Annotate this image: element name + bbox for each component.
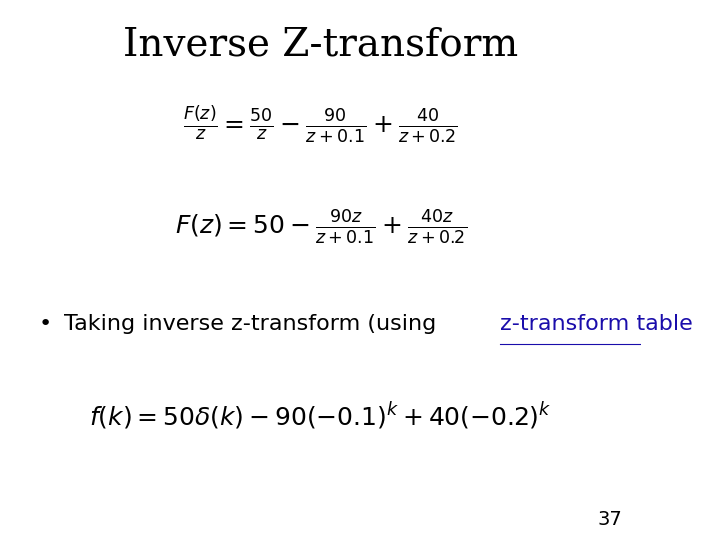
Text: $f(k) = 50\delta(k) - 90(-0.1)^k + 40(-0.2)^k$: $f(k) = 50\delta(k) - 90(-0.1)^k + 40(-0… (89, 400, 552, 431)
Text: $\frac{F(z)}{z} = \frac{50}{z} - \frac{90}{z + 0.1} + \frac{40}{z + 0.2}$: $\frac{F(z)}{z} = \frac{50}{z} - \frac{9… (184, 103, 458, 145)
Text: $F(z) = 50 - \frac{90z}{z + 0.1} + \frac{40z}{z + 0.2}$: $F(z) = 50 - \frac{90z}{z + 0.1} + \frac… (175, 208, 467, 246)
Text: 37: 37 (598, 510, 622, 529)
Text: •: • (38, 314, 52, 334)
Text: z-transform table: z-transform table (500, 314, 693, 334)
Text: Inverse Z-transform: Inverse Z-transform (123, 27, 518, 64)
Text: Taking inverse z-transform (using: Taking inverse z-transform (using (64, 314, 444, 334)
